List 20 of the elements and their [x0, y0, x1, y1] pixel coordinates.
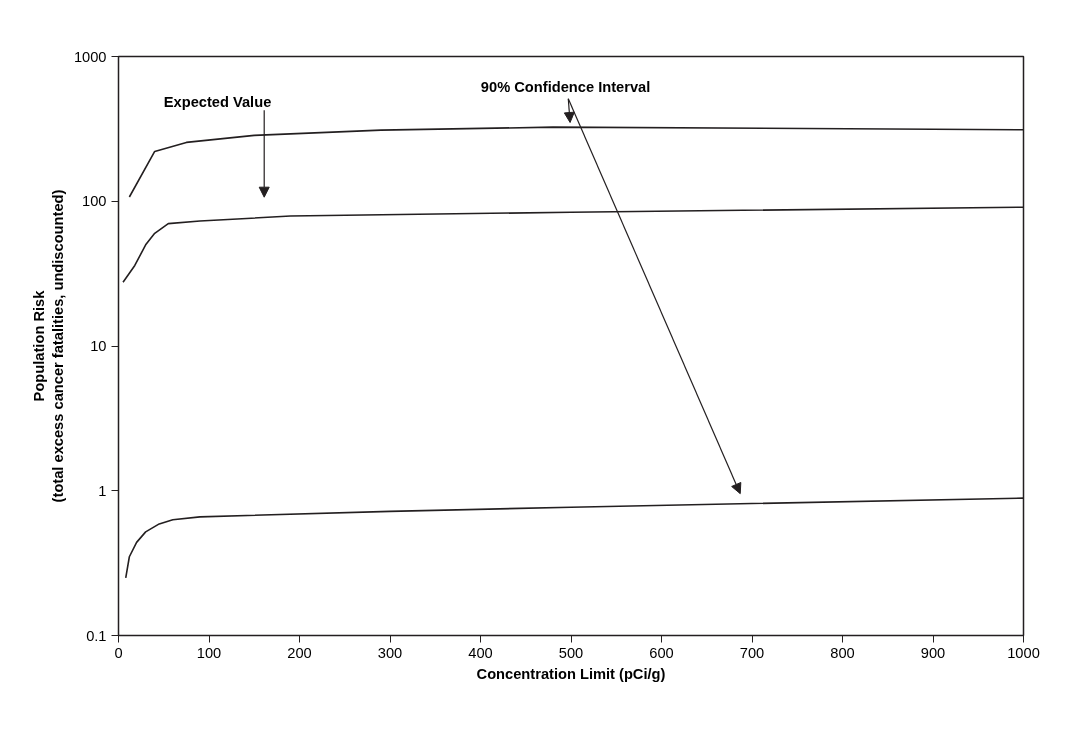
- y-tick-label: 10: [90, 338, 107, 354]
- x-tick-label: 300: [377, 644, 403, 661]
- x-tick-label: 400: [468, 644, 493, 661]
- y-tick-label: 1000: [73, 48, 107, 65]
- annotation: 90% Confidence Interval: [480, 78, 651, 95]
- y-axis-title: Population Risk (total excess cancer fatalities, undiscounted): [30, 189, 66, 503]
- x-tick-label: 700: [739, 644, 765, 661]
- x-tick-label: 200: [287, 644, 312, 661]
- x-tick-label: 600: [649, 644, 674, 661]
- y-tick-label: 0.1: [86, 627, 107, 644]
- y-tick-label: 1: [98, 482, 107, 499]
- x-tick-label: 500: [558, 644, 584, 661]
- x-tick-label: 1000: [1007, 644, 1040, 661]
- y-tick-label: 100: [82, 193, 107, 210]
- x-tick-label: 100: [196, 644, 222, 661]
- x-tick-label: 0: [114, 644, 123, 661]
- x-axis-title: Concentration Limit (pCi/g): [476, 665, 666, 682]
- annotation: Expected Value: [163, 93, 272, 110]
- x-tick-label: 900: [920, 644, 946, 661]
- x-tick-label: 800: [830, 644, 855, 661]
